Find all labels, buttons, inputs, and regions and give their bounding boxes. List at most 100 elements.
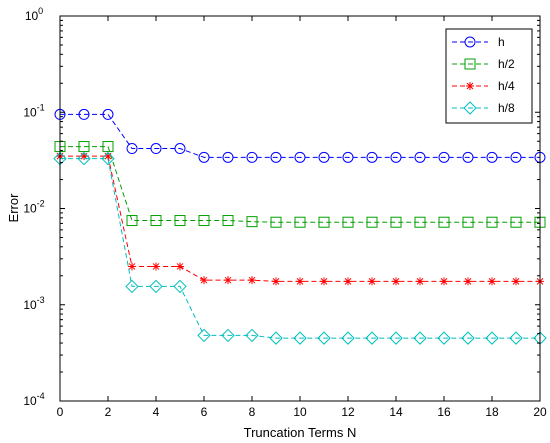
y-tick-exponent: -4 [37,391,45,401]
y-tick-base: 10 [25,9,39,23]
data-point [344,277,352,286]
data-point [270,216,282,228]
data-point [392,277,400,286]
data-point [125,279,139,294]
legend-swatch-marker [464,36,476,48]
data-point [318,216,330,228]
data-point [437,331,451,345]
data-point [176,262,184,271]
x-tick-label: 20 [533,405,547,419]
data-point [320,277,328,286]
x-axis-label: Truncation Terms N [244,425,357,440]
data-point [222,151,234,163]
data-point [486,151,498,163]
data-point [486,216,498,228]
data-point [246,151,258,163]
data-point [462,151,474,163]
data-point [78,108,90,120]
y-tick-base: 10 [23,298,37,312]
data-point [221,328,235,343]
legend-item: h [452,35,505,49]
data-point [342,151,354,163]
x-axis: 0 2 4 6 8 10 12 14 16 18 20 [57,16,547,419]
series-layer [53,108,547,345]
data-point [294,151,306,163]
data-point [128,262,136,271]
data-point [509,331,523,345]
data-point [78,141,90,153]
data-point [272,277,280,286]
y-tick-label: 10-2 [23,199,44,216]
data-point [414,151,426,163]
data-point [293,331,307,345]
data-point [365,331,379,345]
legend-box [445,28,533,124]
legend-item: h/2 [452,57,515,71]
y-tick-label: 10-4 [23,391,44,408]
data-point [512,277,520,286]
data-point [413,331,427,345]
data-point [510,151,522,163]
data-point [104,152,112,161]
data-point [269,331,283,345]
legend-swatch-marker [464,58,476,70]
data-point [438,151,450,163]
legend-label: h/2 [498,57,515,71]
data-point [80,152,88,161]
data-point [462,216,474,228]
x-tick-label: 2 [105,405,112,419]
x-tick-label: 10 [293,405,307,419]
legend: h h/2 h/4 h/8 [445,28,533,124]
legend-item: h/8 [452,101,515,115]
data-point [318,151,330,163]
data-point [461,331,475,345]
series-3 [56,152,544,286]
data-point [438,216,450,228]
data-point [270,151,282,163]
data-point [485,331,499,345]
data-point [174,143,186,155]
data-point [366,216,378,228]
y-tick-base: 10 [23,394,37,408]
x-tick-label: 8 [249,405,256,419]
y-tick-label: 10-1 [23,102,44,119]
data-point [464,277,472,286]
data-point [389,331,403,345]
legend-item: h/4 [452,79,515,93]
data-point [152,262,160,271]
data-point [101,151,115,166]
legend-label: h [498,35,505,49]
data-point [510,216,522,228]
x-tick-label: 4 [153,405,160,419]
data-point [150,215,162,227]
data-point [197,328,211,343]
data-point [150,143,162,155]
legend-label: h/4 [498,79,515,93]
data-point [317,331,331,345]
x-tick-label: 16 [437,405,451,419]
y-tick-label: 10-3 [23,295,44,312]
y-tick-label: 100 [25,6,43,23]
data-point [102,141,114,153]
data-point [222,215,234,227]
y-tick-base: 10 [23,202,37,216]
y-tick-exponent: 0 [38,6,43,16]
legend-swatch-marker [463,101,477,115]
y-tick-base: 10 [23,105,37,119]
series-2 [54,141,546,228]
data-point [198,215,210,227]
data-point [149,279,163,294]
series-line [60,113,540,158]
data-point [342,216,354,228]
data-point [440,277,448,286]
data-point [173,279,187,294]
data-point [390,151,402,163]
y-axis-label: Error [6,193,21,223]
x-tick-label: 18 [485,405,499,419]
data-point [174,215,186,227]
x-tick-label: 14 [389,405,403,419]
legend-label: h/8 [498,101,515,115]
data-point [414,216,426,228]
